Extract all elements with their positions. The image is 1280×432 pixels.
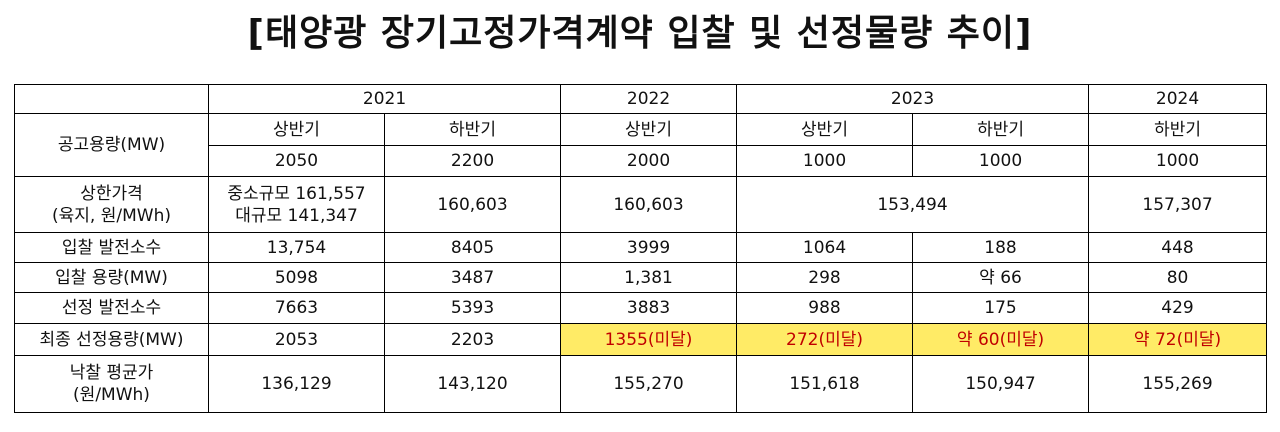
corner-cell <box>14 84 209 114</box>
table-cell: 988 <box>736 292 914 324</box>
table-cell: 151,618 <box>736 355 914 413</box>
period-header: 하반기 <box>1088 113 1268 146</box>
cell-line: 중소규모 161,557 <box>227 183 366 204</box>
row-label-line: (원/MWh) <box>73 385 150 405</box>
row-label-line: 낙찰 평균가 <box>69 363 154 383</box>
highlighted-cell: 1355(미달) <box>560 323 738 356</box>
period-header: 하반기 <box>383 113 562 146</box>
table-cell: 5098 <box>208 262 385 293</box>
table-cell: 155,269 <box>1088 355 1268 413</box>
table-cell: 150,947 <box>912 355 1090 413</box>
table-cell: 1000 <box>912 145 1090 177</box>
year-header: 2022 <box>560 84 738 114</box>
table-cell: 중소규모 161,557 대규모 141,347 <box>208 176 385 233</box>
data-table: 2021 2022 2023 2024 공고용량(MW) 상반기 하반기 상반기… <box>14 84 1268 413</box>
highlighted-cell: 약 60(미달) <box>912 323 1090 356</box>
table-cell: 2203 <box>383 323 562 356</box>
row-label: 상한가격 (육지, 원/MWh) <box>14 176 209 233</box>
table-cell: 160,603 <box>383 176 562 233</box>
table-row: 입찰 용량(MW) 5098 3487 1,381 298 약 66 80 <box>14 262 1268 293</box>
table-cell: 429 <box>1088 292 1268 324</box>
table-cell: 157,307 <box>1088 176 1268 233</box>
row-label: 공고용량(MW) <box>14 113 209 177</box>
table-cell: 3999 <box>560 232 738 263</box>
row-label: 최종 선정용량(MW) <box>14 323 209 356</box>
table-cell: 3883 <box>560 292 738 324</box>
highlighted-cell: 약 72(미달) <box>1088 323 1268 356</box>
table-row: 공고용량(MW) 상반기 하반기 상반기 상반기 하반기 하반기 <box>14 113 1268 177</box>
period-header: 상반기 <box>736 113 914 146</box>
table-cell: 1000 <box>1088 145 1268 177</box>
row-label: 입찰 발전소수 <box>14 232 209 263</box>
table-cell: 143,120 <box>383 355 562 413</box>
period-header: 상반기 <box>560 113 738 146</box>
table-cell: 2053 <box>208 323 385 356</box>
page-title: [태양광 장기고정가격계약 입찰 및 선정물량 추이] <box>247 13 1033 54</box>
year-header: 2021 <box>207 84 562 114</box>
table-cell: 13,754 <box>208 232 385 263</box>
year-header: 2024 <box>1088 84 1268 114</box>
table-row: 2021 2022 2023 2024 <box>14 84 1268 114</box>
table-cell: 448 <box>1088 232 1268 263</box>
table-cell: 5393 <box>383 292 562 324</box>
table-cell: 298 <box>736 262 914 293</box>
table-cell: 8405 <box>383 232 562 263</box>
table-cell: 155,270 <box>560 355 738 413</box>
year-header: 2023 <box>736 84 1090 114</box>
table-row: 입찰 발전소수 13,754 8405 3999 1064 188 448 <box>14 232 1268 263</box>
table-cell: 7663 <box>208 292 385 324</box>
table-cell: 136,129 <box>208 355 385 413</box>
table-cell: 3487 <box>383 262 562 293</box>
cell-line: 대규모 141,347 <box>235 205 358 226</box>
table-cell: 1000 <box>736 145 914 177</box>
table-row: 낙찰 평균가 (원/MWh) 136,129 143,120 155,270 1… <box>14 355 1268 413</box>
table-cell: 약 66 <box>912 262 1090 293</box>
table-cell: 1,381 <box>560 262 738 293</box>
row-label: 낙찰 평균가 (원/MWh) <box>14 355 209 413</box>
table-cell: 160,603 <box>560 176 738 233</box>
table-row: 상한가격 (육지, 원/MWh) 중소규모 161,557 대규모 141,34… <box>14 176 1268 233</box>
table-cell: 153,494 <box>736 176 1090 233</box>
table-cell: 175 <box>912 292 1090 324</box>
table-cell: 80 <box>1088 262 1268 293</box>
period-header: 하반기 <box>912 113 1090 146</box>
table-cell: 188 <box>912 232 1090 263</box>
table-cell: 2000 <box>560 145 738 177</box>
table-cell: 2200 <box>383 145 562 177</box>
table-row: 선정 발전소수 7663 5393 3883 988 175 429 <box>14 292 1268 324</box>
highlighted-cell: 272(미달) <box>736 323 914 356</box>
row-label-line: (육지, 원/MWh) <box>52 205 171 226</box>
row-label: 선정 발전소수 <box>14 292 209 324</box>
row-label: 입찰 용량(MW) <box>14 262 209 293</box>
row-label-line: 상한가격 <box>80 183 143 204</box>
table-row: 최종 선정용량(MW) 2053 2203 1355(미달) 272(미달) 약… <box>14 323 1268 356</box>
table-row: 2050 2200 2000 1000 1000 1000 <box>15 145 1268 177</box>
table-cell: 1064 <box>736 232 914 263</box>
period-header: 상반기 <box>208 113 385 146</box>
table-cell: 2050 <box>208 145 385 177</box>
